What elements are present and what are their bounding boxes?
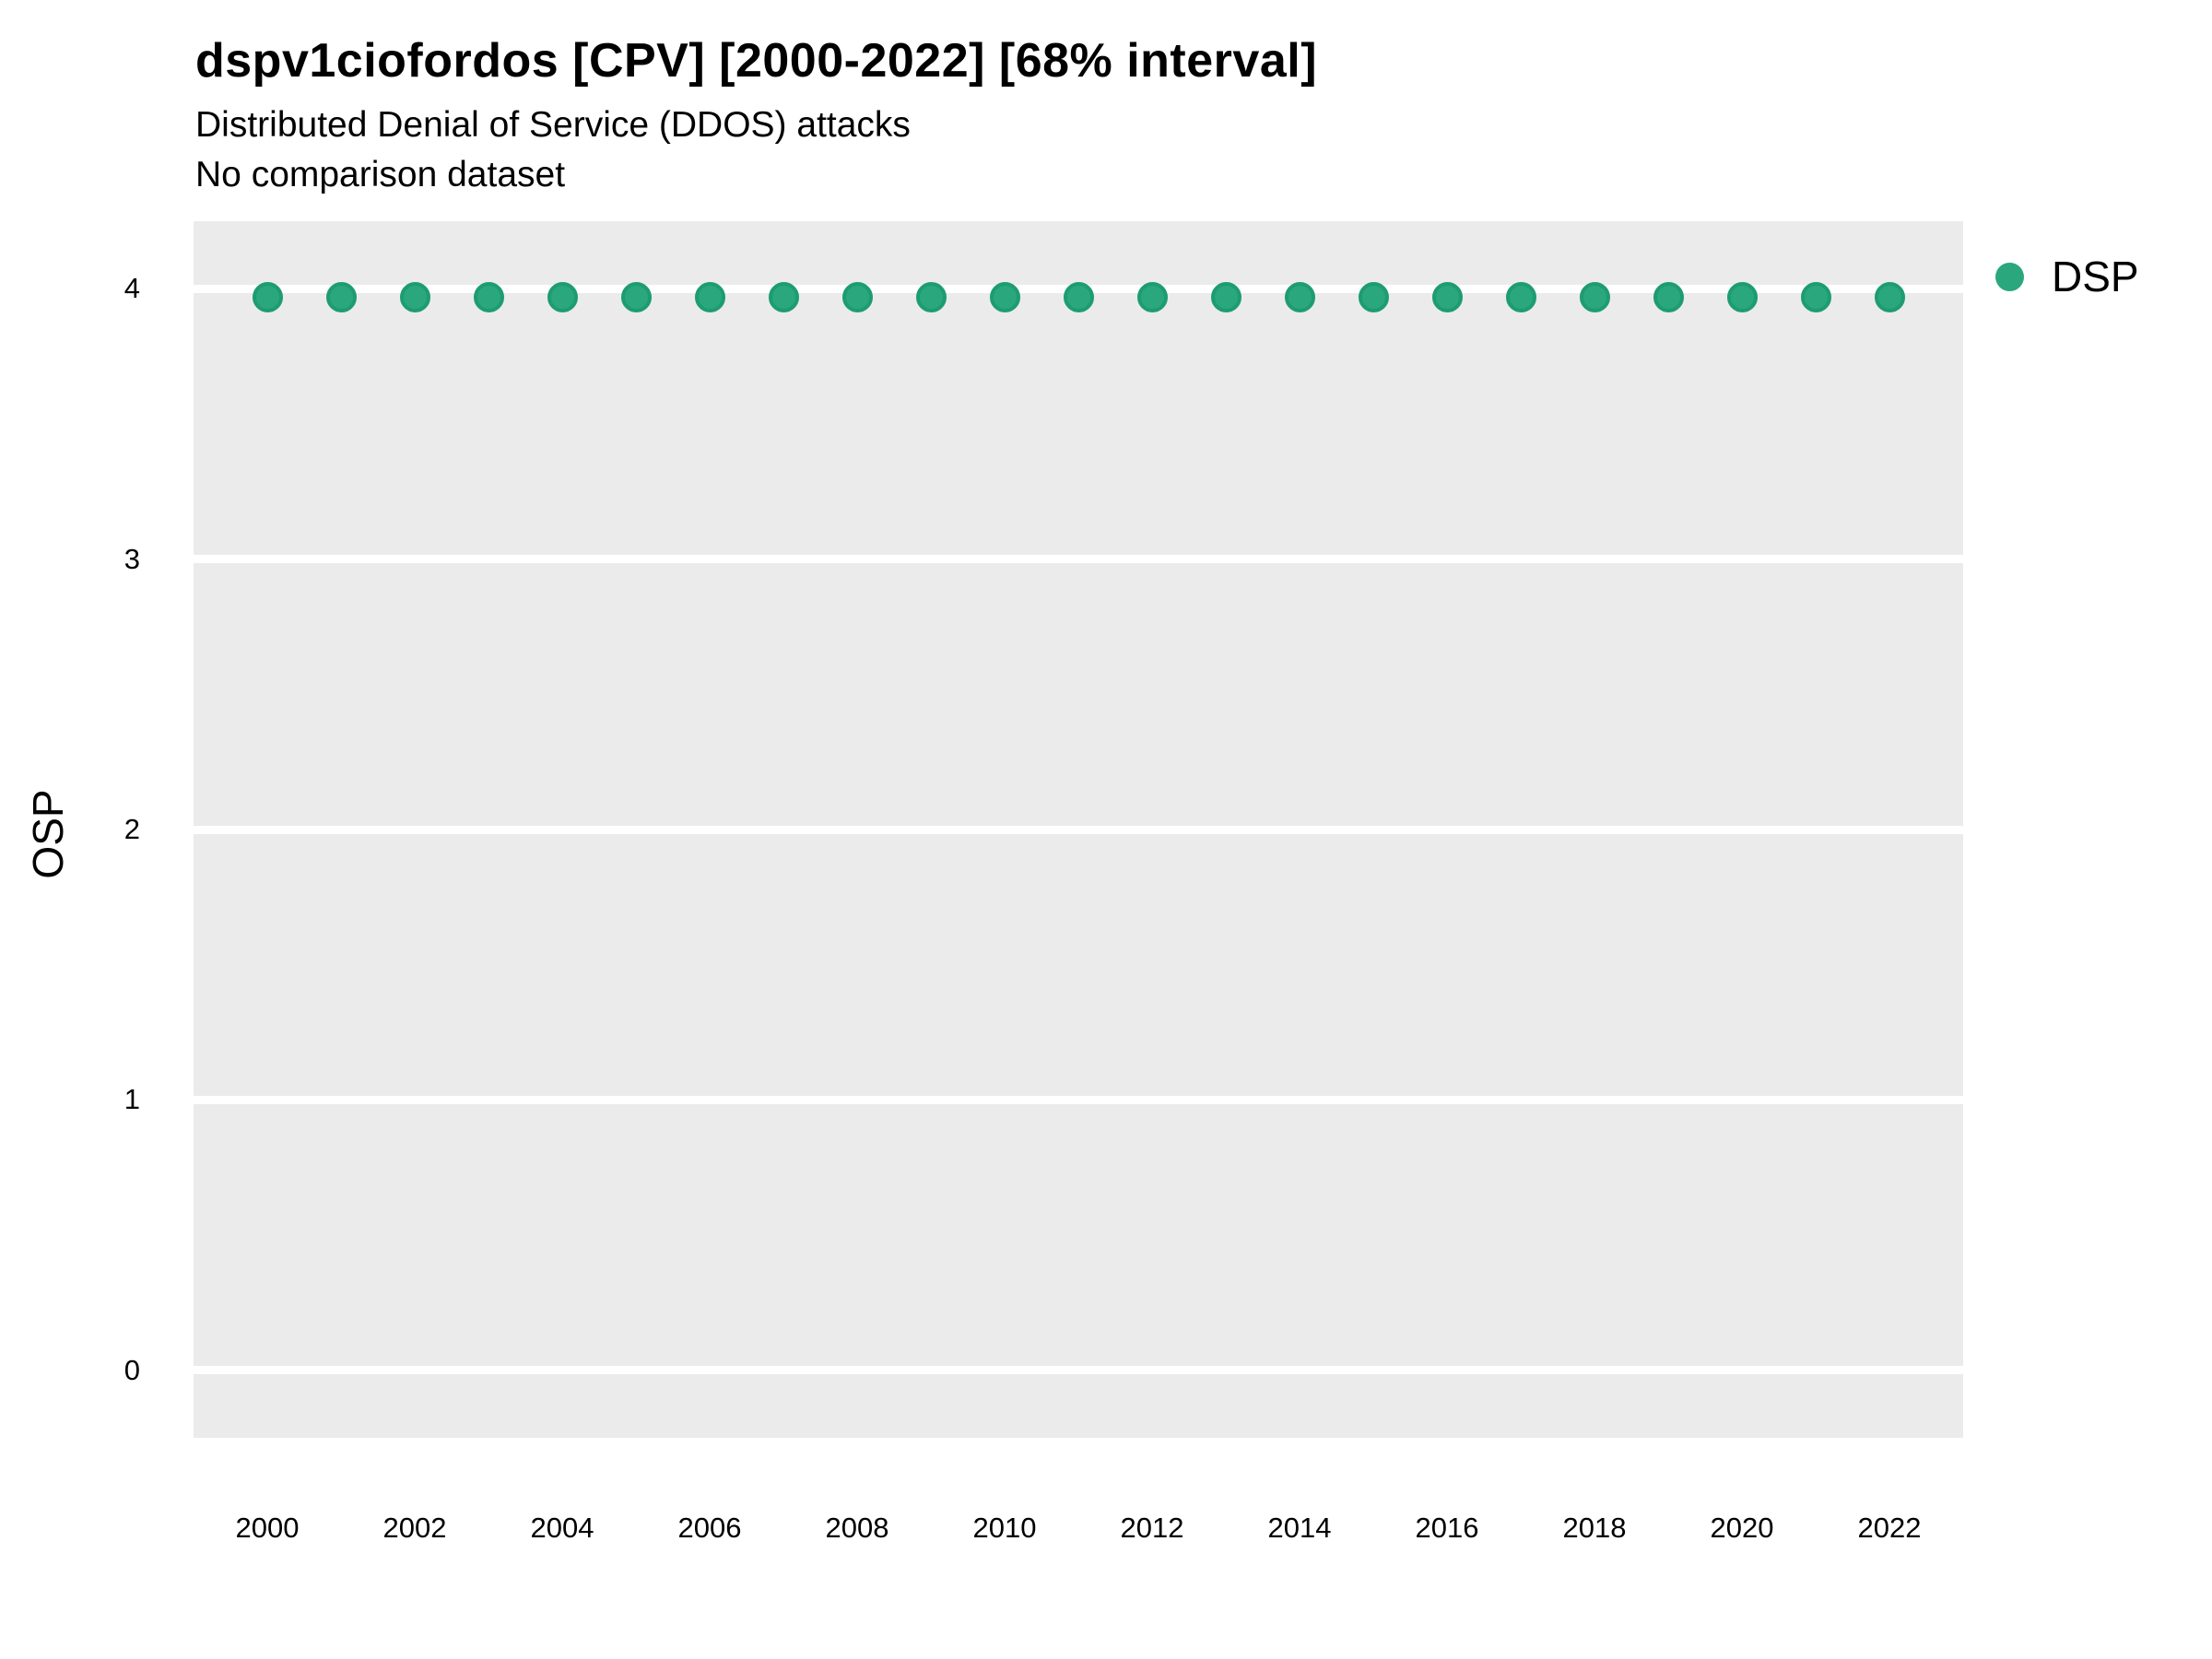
legend: DSP bbox=[1995, 249, 2139, 304]
data-point-DSP-2014 bbox=[1284, 281, 1315, 312]
data-point-DSP-2009 bbox=[915, 281, 947, 312]
chart-title: dspv1ciofordos [CPV] [2000-2022] [68% in… bbox=[195, 34, 1318, 88]
data-point-DSP-2013 bbox=[1210, 281, 1241, 312]
y-tick-2: 2 bbox=[124, 813, 140, 845]
data-point-DSP-2001 bbox=[325, 281, 357, 312]
data-point-DSP-2006 bbox=[694, 281, 725, 312]
x-tick-2006: 2006 bbox=[677, 1512, 742, 1544]
data-point-DSP-2022 bbox=[1874, 281, 1905, 312]
data-point-DSP-2021 bbox=[1800, 281, 1831, 312]
plot-panel bbox=[194, 221, 1963, 1438]
data-point-DSP-2007 bbox=[768, 281, 799, 312]
data-point-DSP-2019 bbox=[1653, 281, 1684, 312]
x-tick-2022: 2022 bbox=[1857, 1512, 1922, 1544]
data-point-DSP-2004 bbox=[547, 281, 578, 312]
y-tick-1: 1 bbox=[124, 1083, 140, 1116]
data-point-DSP-2002 bbox=[399, 281, 430, 312]
x-tick-2018: 2018 bbox=[1562, 1512, 1627, 1544]
y-tick-3: 3 bbox=[124, 542, 140, 575]
gridline-y-0 bbox=[194, 1366, 1963, 1375]
y-tick-4: 4 bbox=[124, 272, 140, 305]
x-tick-2008: 2008 bbox=[825, 1512, 889, 1544]
data-point-DSP-2016 bbox=[1431, 281, 1463, 312]
legend-label: DSP bbox=[2052, 253, 2139, 300]
data-point-DSP-2020 bbox=[1726, 281, 1758, 312]
gridline-y-2 bbox=[194, 825, 1963, 834]
data-point-DSP-2005 bbox=[620, 281, 652, 312]
data-point-DSP-2011 bbox=[1063, 281, 1094, 312]
gridline-y-3 bbox=[194, 555, 1963, 564]
chart-subtitle-2: No comparison dataset bbox=[195, 155, 566, 194]
x-tick-2020: 2020 bbox=[1710, 1512, 1774, 1544]
x-tick-2016: 2016 bbox=[1415, 1512, 1479, 1544]
y-tick-0: 0 bbox=[124, 1353, 140, 1386]
x-tick-2000: 2000 bbox=[235, 1512, 300, 1544]
data-point-DSP-2018 bbox=[1579, 281, 1610, 312]
x-tick-2010: 2010 bbox=[972, 1512, 1037, 1544]
legend-marker-dot bbox=[1995, 262, 2024, 291]
data-point-DSP-2015 bbox=[1358, 281, 1389, 312]
x-tick-2012: 2012 bbox=[1120, 1512, 1184, 1544]
x-tick-2002: 2002 bbox=[382, 1512, 447, 1544]
x-tick-2014: 2014 bbox=[1267, 1512, 1332, 1544]
gridline-y-1 bbox=[194, 1095, 1963, 1104]
data-point-DSP-2000 bbox=[252, 281, 283, 312]
chart-subtitle: Distributed Denial of Service (DDOS) att… bbox=[195, 105, 911, 145]
x-tick-2004: 2004 bbox=[530, 1512, 594, 1544]
data-point-DSP-2008 bbox=[841, 281, 873, 312]
data-point-DSP-2003 bbox=[473, 281, 504, 312]
data-point-DSP-2012 bbox=[1136, 281, 1168, 312]
data-point-DSP-2017 bbox=[1505, 281, 1536, 312]
data-point-DSP-2010 bbox=[989, 281, 1020, 312]
